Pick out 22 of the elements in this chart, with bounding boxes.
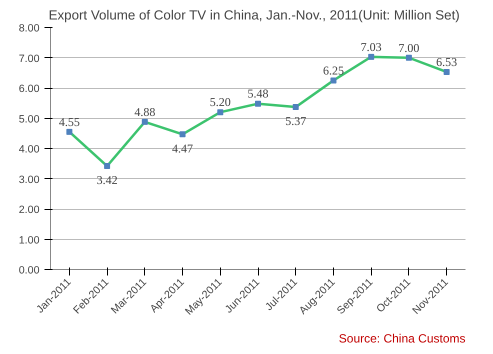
y-tick-label: 0.00 (18, 264, 40, 276)
data-label: 5.48 (248, 86, 268, 101)
data-label: 4.88 (134, 104, 156, 119)
data-label: 7.00 (398, 40, 420, 55)
data-label: 3.42 (96, 173, 118, 188)
data-label: 4.47 (172, 141, 194, 156)
data-label: 7.03 (360, 40, 382, 54)
y-tick-label: 3.00 (18, 174, 40, 186)
data-label: 5.20 (210, 95, 231, 110)
data-label: 4.55 (58, 114, 80, 129)
y-tick-label: 4.00 (18, 144, 40, 156)
y-tick-label: 6.00 (18, 83, 40, 95)
data-label: 6.25 (322, 63, 344, 78)
source-note: Source: China Customs (338, 332, 466, 346)
y-tick-label: 2.00 (18, 204, 40, 216)
chart-title: Export Volume of Color TV in China, Jan.-Nov., 2011(Unit: Million Set) (48, 8, 460, 22)
y-tick-label: 1.00 (18, 234, 40, 246)
data-label: 5.37 (285, 114, 306, 128)
y-tick-label: 5.00 (18, 113, 40, 126)
data-label: 6.53 (436, 54, 458, 69)
y-tick-label: 8.00 (18, 22, 40, 34)
y-tick-label: 7.00 (18, 52, 40, 65)
